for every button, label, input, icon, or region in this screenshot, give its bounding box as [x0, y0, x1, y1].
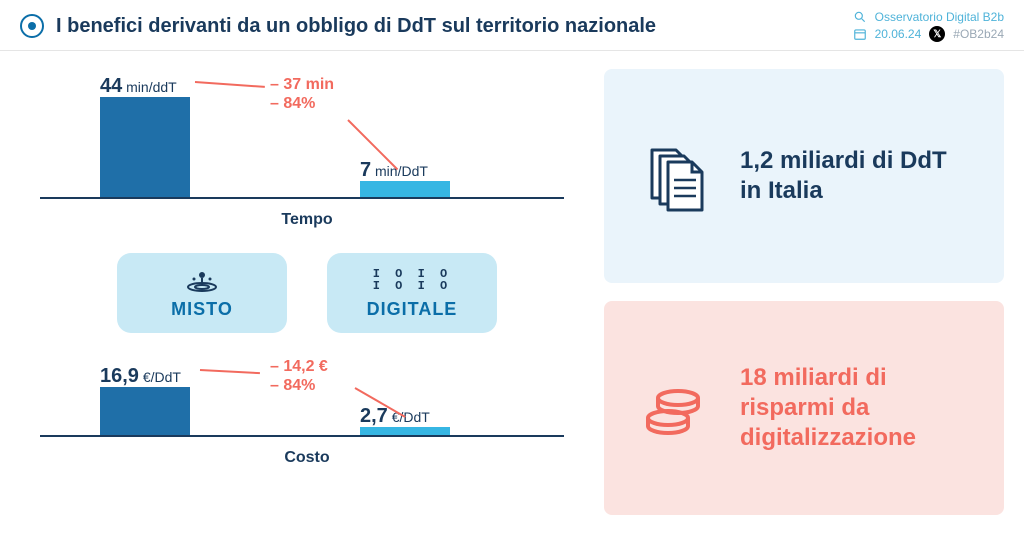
bar-rect: [100, 387, 190, 435]
header-right: Osservatorio Digital B2b 20.06.24 𝕏 #OB2…: [853, 10, 1004, 42]
header-left: I benefici derivanti da un obbligo di Dd…: [20, 14, 656, 38]
legend-label: MISTO: [171, 299, 233, 320]
card-text: 18 miliardi di risparmi da digitalizzazi…: [740, 363, 974, 453]
calendar-icon: [853, 27, 867, 41]
bar-unit: min/ddT: [126, 79, 177, 95]
logo-icon: [20, 14, 44, 38]
binary-icon: I O I OI O I O: [373, 267, 451, 293]
page-title: I benefici derivanti da un obbligo di Dd…: [56, 15, 656, 38]
chart-time: 44 min/ddT 7 min/DdT – 37 min – 84%: [100, 69, 574, 199]
bar-value: 2,7: [360, 405, 388, 427]
header: I benefici derivanti da un obbligo di Dd…: [0, 0, 1024, 51]
org-row: Osservatorio Digital B2b: [853, 10, 1004, 24]
meta-row: 20.06.24 𝕏 #OB2b24: [853, 26, 1004, 42]
card-ddt-count: 1,2 miliardi di DdT in Italia: [604, 69, 1004, 283]
date-label: 20.06.24: [875, 27, 922, 41]
chart-time-delta: – 37 min – 84%: [270, 75, 334, 113]
legend-digitale: I O I OI O I O DIGITALE: [327, 253, 497, 333]
right-column: 1,2 miliardi di DdT in Italia 18 miliard…: [604, 51, 1024, 533]
bar-label: 2,7 €/DdT: [360, 405, 520, 428]
bar-rect: [100, 97, 190, 197]
bar-label: 16,9 €/DdT: [100, 365, 260, 388]
legend-misto: MISTO: [117, 253, 287, 333]
chart-time-axis-title: Tempo: [40, 211, 574, 229]
bar-label: 44 min/ddT: [100, 75, 260, 98]
chart-cost-bar-misto: 16,9 €/DdT: [100, 387, 190, 435]
bar-unit: min/DdT: [375, 163, 428, 179]
coins-icon: [634, 368, 714, 448]
chart-time-bar-misto: 44 min/ddT: [100, 97, 190, 197]
chart-axis: [40, 197, 564, 199]
chart-axis: [40, 435, 564, 437]
search-icon: [853, 10, 867, 24]
hashtag-label: #OB2b24: [953, 27, 1004, 41]
chart-cost-delta: – 14,2 € – 84%: [270, 357, 328, 395]
chart-cost-bar-digitale: 2,7 €/DdT: [360, 427, 450, 435]
chart-cost: 16,9 €/DdT 2,7 €/DdT – 14,2 € – 84%: [100, 357, 574, 437]
bar-unit: €/DdT: [143, 369, 181, 385]
bar-value: 44: [100, 75, 122, 97]
bar-rect: [360, 427, 450, 435]
card-savings: 18 miliardi di risparmi da digitalizzazi…: [604, 301, 1004, 515]
splash-icon: [184, 267, 220, 293]
chart-cost-axis-title: Costo: [40, 449, 574, 467]
documents-icon: [634, 136, 714, 216]
bar-rect: [360, 181, 450, 197]
x-icon: 𝕏: [929, 26, 945, 42]
left-column: 44 min/ddT 7 min/DdT – 37 min – 84% Temp…: [0, 51, 604, 533]
bar-label: 7 min/DdT: [360, 159, 520, 182]
org-label: Osservatorio Digital B2b: [875, 10, 1004, 24]
card-text: 1,2 miliardi di DdT in Italia: [740, 146, 974, 206]
delta-abs: – 37 min: [270, 75, 334, 94]
delta-abs: – 14,2 €: [270, 357, 328, 376]
legend-label: DIGITALE: [367, 299, 458, 320]
delta-pct: – 84%: [270, 376, 328, 395]
delta-pct: – 84%: [270, 94, 334, 113]
bar-value: 16,9: [100, 365, 139, 387]
bar-value: 7: [360, 159, 371, 181]
content: 44 min/ddT 7 min/DdT – 37 min – 84% Temp…: [0, 51, 1024, 533]
legend: MISTO I O I OI O I O DIGITALE: [40, 253, 574, 333]
chart-time-bar-digitale: 7 min/DdT: [360, 181, 450, 197]
